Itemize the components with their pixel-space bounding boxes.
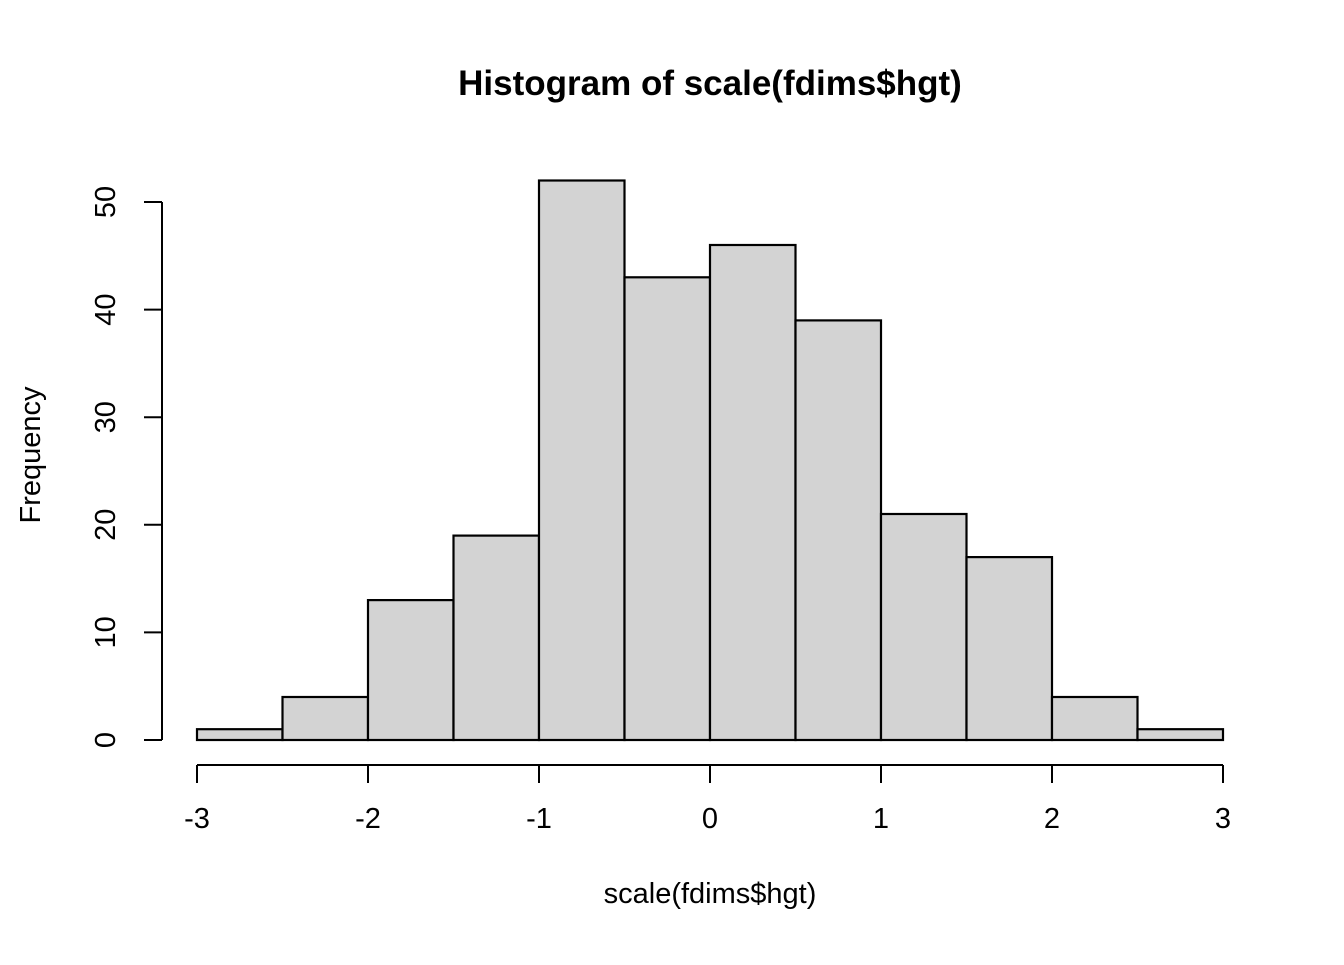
histogram-bar xyxy=(366,598,455,742)
x-axis-tick-label: 0 xyxy=(702,803,718,835)
histogram-bar xyxy=(794,319,883,742)
x-axis-title: scale(fdims$hgt) xyxy=(604,878,817,910)
histogram-bar xyxy=(1050,695,1139,742)
y-axis-tick-label: 20 xyxy=(90,509,122,541)
y-axis-tick-label: 40 xyxy=(90,293,122,325)
histogram-bars xyxy=(195,179,1225,742)
y-axis-tick-label: 10 xyxy=(90,616,122,648)
chart-title: Histogram of scale(fdims$hgt) xyxy=(458,64,962,103)
x-axis-tick-label: 1 xyxy=(873,803,889,835)
x-axis-tick-label: -2 xyxy=(355,803,381,835)
y-axis: 0 10 20 30 40 50 xyxy=(90,186,163,748)
x-axis-tick-label: -3 xyxy=(184,803,210,835)
x-axis-tick-label: -1 xyxy=(526,803,552,835)
x-axis-tick-label: 2 xyxy=(1044,803,1060,835)
y-axis-tick-label: 30 xyxy=(90,401,122,433)
histogram-bar xyxy=(281,695,370,742)
histogram-bar xyxy=(452,534,541,742)
x-axis: -3 -2 -1 0 1 2 3 xyxy=(184,764,1231,835)
histogram-bar xyxy=(965,555,1054,742)
histogram-bar xyxy=(537,179,626,742)
y-axis-title: Frequency xyxy=(15,386,47,524)
y-axis-tick-label: 0 xyxy=(90,732,122,748)
histogram-bar xyxy=(623,276,712,742)
y-axis-tick-label: 50 xyxy=(90,186,122,218)
histogram-bar xyxy=(195,728,284,742)
x-axis-tick-label: 3 xyxy=(1215,803,1231,835)
histogram-bar xyxy=(1136,728,1225,742)
histogram-bar xyxy=(879,512,968,742)
histogram-bar xyxy=(708,243,797,742)
